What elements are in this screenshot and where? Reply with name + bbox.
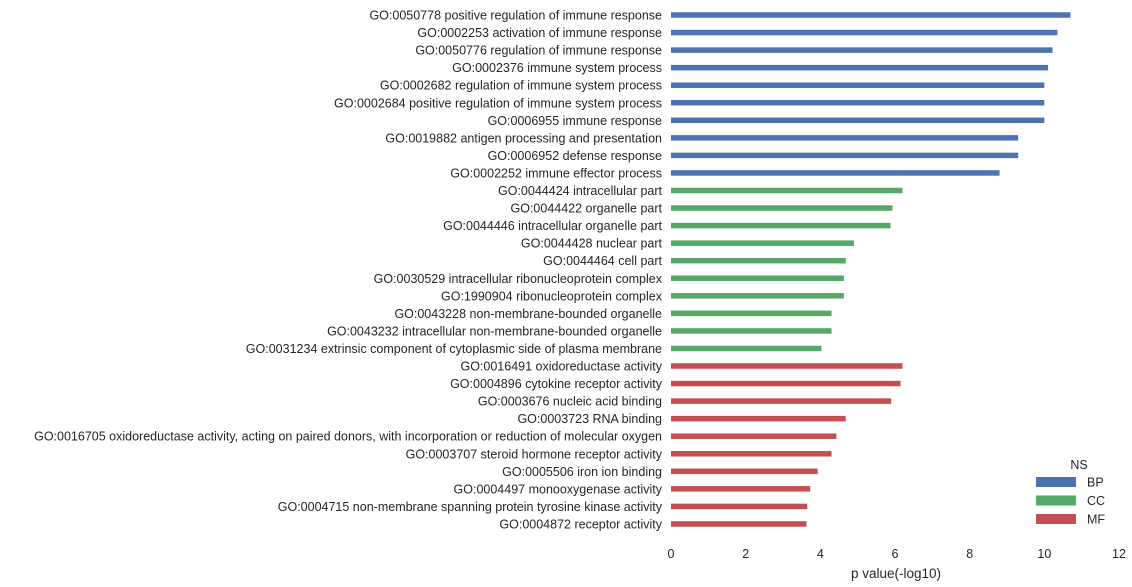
category-label: GO:0004896 cytokine receptor activity — [450, 377, 663, 391]
bars-layer — [671, 12, 1071, 527]
category-label: GO:0050778 positive regulation of immune… — [369, 9, 662, 23]
x-tick-label: 10 — [1037, 547, 1051, 561]
bar-cc — [671, 187, 903, 194]
category-label: GO:0005506 iron ion binding — [502, 465, 662, 479]
bar-mf — [671, 503, 808, 510]
legend-label-bp: BP — [1087, 476, 1104, 490]
category-label: GO:0044428 nuclear part — [521, 237, 663, 251]
x-axis: 0 2 4 6 8 10 12 — [668, 547, 1126, 561]
category-label: GO:0002682 regulation of immune system p… — [380, 79, 662, 93]
x-axis-title: p value(-log10) — [851, 566, 941, 581]
bar-cc — [671, 205, 893, 211]
bar-mf — [671, 486, 811, 492]
legend-swatch-mf — [1036, 514, 1076, 524]
bar-bp — [671, 152, 1019, 159]
category-label: GO:0016491 oxidoreductase activity — [460, 360, 662, 374]
category-label: GO:0003676 nucleic acid binding — [478, 395, 662, 409]
x-tick-label: 4 — [817, 547, 824, 561]
category-label: GO:0044464 cell part — [543, 254, 662, 268]
category-label: GO:0002252 immune effector process — [450, 166, 662, 180]
legend: NS BP CC MF — [1036, 458, 1105, 527]
bar-mf — [671, 363, 903, 369]
x-tick-label: 2 — [742, 547, 749, 561]
bar-cc — [671, 310, 832, 317]
bar-bp — [671, 12, 1071, 18]
bar-cc — [671, 345, 822, 352]
x-tick-label: 12 — [1112, 547, 1126, 561]
bar-bp — [671, 135, 1019, 141]
category-label: GO:0044422 organelle part — [511, 202, 663, 216]
legend-label-mf: MF — [1087, 513, 1105, 527]
category-label: GO:0004497 monooxygenase activity — [454, 482, 663, 496]
category-label: GO:1990904 ribonucleoprotein complex — [441, 289, 663, 303]
category-label: GO:0044424 intracellular part — [498, 184, 663, 198]
bar-cc — [671, 257, 846, 264]
bar-bp — [671, 29, 1058, 36]
x-tick-label: 6 — [892, 547, 899, 561]
bar-cc — [671, 328, 832, 334]
category-label: GO:0002376 immune system process — [452, 61, 662, 75]
category-label: GO:0002253 activation of immune response — [417, 26, 662, 40]
bar-cc — [671, 240, 854, 246]
bar-mf — [671, 521, 807, 527]
legend-swatch-cc — [1036, 495, 1076, 506]
category-label: GO:0044446 intracellular organelle part — [443, 219, 662, 233]
bar-bp — [671, 47, 1053, 53]
bar-bp — [671, 82, 1045, 88]
x-tick-label: 0 — [668, 547, 675, 561]
bar-mf — [671, 451, 832, 457]
category-label: GO:0030529 intracellular ribonucleoprote… — [374, 272, 663, 286]
category-label: GO:0004715 non-membrane spanning protein… — [278, 500, 663, 514]
bar-cc — [671, 275, 844, 281]
category-label: GO:0019882 antigen processing and presen… — [385, 131, 662, 145]
bar-bp — [671, 100, 1045, 106]
category-labels: GO:0050778 positive regulation of immune… — [34, 9, 663, 532]
bar-mf — [671, 468, 818, 475]
legend-title: NS — [1070, 458, 1087, 472]
category-label: GO:0043232 intracellular non-membrane-bo… — [327, 324, 662, 338]
bar-bp — [671, 64, 1049, 71]
bar-cc — [671, 222, 891, 229]
category-label: GO:0003707 steroid hormone receptor acti… — [406, 447, 663, 461]
bar-mf — [671, 433, 837, 439]
bar-cc — [671, 293, 844, 299]
bar-mf — [671, 398, 892, 404]
category-label: GO:0004872 receptor activity — [499, 517, 662, 531]
legend-swatch-bp — [1036, 477, 1076, 487]
bar-bp — [671, 170, 1000, 176]
category-label: GO:0016705 oxidoreductase activity, acti… — [34, 430, 662, 444]
legend-label-cc: CC — [1087, 494, 1105, 508]
category-label: GO:0050776 regulation of immune response — [415, 44, 662, 58]
category-label: GO:0006955 immune response — [488, 114, 662, 128]
x-tick-label: 8 — [966, 547, 973, 561]
category-label: GO:0031234 extrinsic component of cytopl… — [246, 342, 662, 356]
bar-mf — [671, 380, 901, 387]
category-label: GO:0006952 defense response — [488, 149, 662, 163]
category-label: GO:0043228 non-membrane-bounded organell… — [394, 307, 662, 321]
bar-mf — [671, 415, 846, 422]
category-label: GO:0003723 RNA binding — [517, 412, 662, 426]
category-label: GO:0002684 positive regulation of immune… — [334, 96, 662, 110]
bar-bp — [671, 117, 1045, 124]
